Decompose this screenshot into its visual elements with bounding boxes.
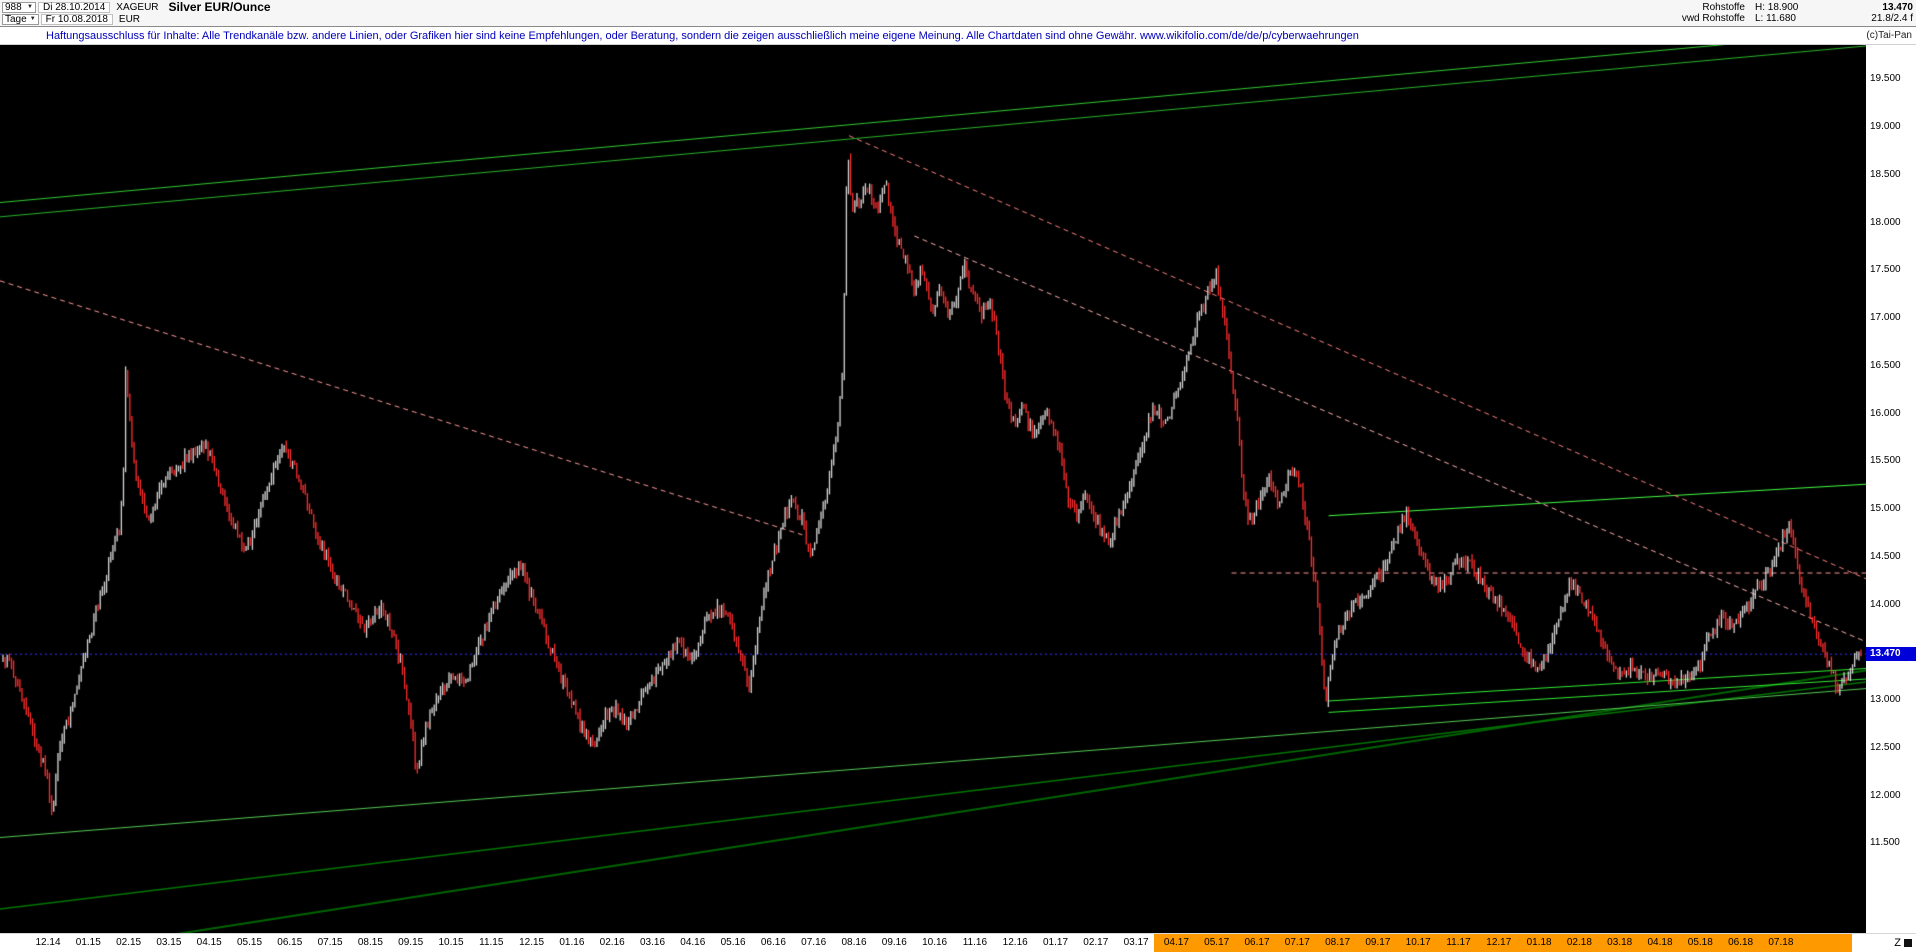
chevron-down-icon: ▼ xyxy=(29,16,36,22)
y-tick-label: 19.000 xyxy=(1870,121,1901,133)
period-high-label: H: 18.900 xyxy=(1755,2,1799,13)
x-axis-row: 12.14 01.15 02.15 03.15 04.15 05.15 06.15 07.15… xyxy=(0,933,1916,952)
bars-count-value: 988 xyxy=(5,1,22,13)
y-tick-label: 15.500 xyxy=(1870,455,1901,467)
x-tick-label: 06.15 xyxy=(277,937,303,948)
y-tick-label: 18.500 xyxy=(1870,168,1901,180)
period-value: Tage xyxy=(5,13,27,25)
x-tick-label: 10.16 xyxy=(922,937,948,948)
x-tick-label: 01.18 xyxy=(1526,937,1552,948)
x-tick-label: 04.17 xyxy=(1163,937,1189,948)
x-tick-label: 04.16 xyxy=(680,937,706,948)
x-tick-label: 11.17 xyxy=(1446,937,1471,948)
disclaimer-text: Haftungsausschluss für Inhalte: Alle Tre… xyxy=(46,29,1359,42)
symbol-label: XAGEUR xyxy=(116,1,159,13)
period-select[interactable]: Tage ▼ xyxy=(2,13,39,25)
y-tick-label: 12.000 xyxy=(1870,789,1901,801)
x-tick-label: 02.18 xyxy=(1566,937,1592,948)
x-tick-label: 03.17 xyxy=(1123,937,1149,948)
feed-info-label: 21.8/2.4 f xyxy=(1871,13,1913,24)
x-tick-label: 11.15 xyxy=(479,937,504,948)
y-tick-label: 14.500 xyxy=(1870,550,1901,562)
disclaimer-row: Haftungsausschluss für Inhalte: Alle Tre… xyxy=(0,27,1916,45)
x-tick-label: 03.18 xyxy=(1607,937,1633,948)
x-tick-label: 09.16 xyxy=(881,937,907,948)
copyright-label: (c)Tai-Pan xyxy=(1866,30,1912,41)
x-tick-label: 02.16 xyxy=(599,937,625,948)
price-chart-canvas[interactable] xyxy=(0,45,1866,933)
x-tick-label: 05.15 xyxy=(236,937,263,948)
y-tick-label: 11.500 xyxy=(1870,837,1900,849)
x-tick-label: 08.16 xyxy=(841,937,867,948)
x-tick-label: 04.18 xyxy=(1647,937,1673,948)
y-axis: 19.500 19.000 18.500 18.000 17.500 17.000 16.5… xyxy=(1866,45,1916,933)
last-price-tag: 13.470 xyxy=(1866,647,1916,662)
x-tick-label: 01.15 xyxy=(75,937,101,948)
x-tick-label: 08.17 xyxy=(1325,937,1351,948)
start-date-field[interactable]: Di 28.10.2014 xyxy=(38,1,111,13)
bars-count-select[interactable]: 988 ▼ xyxy=(2,1,36,13)
x-tick-label: 12.16 xyxy=(1002,937,1028,948)
chart-plot-area xyxy=(0,45,1866,933)
x-tick-label: 08.15 xyxy=(357,937,383,948)
x-tick-label: 07.15 xyxy=(317,937,343,948)
x-tick-label: 11.16 xyxy=(962,937,988,948)
x-tick-label: 01.16 xyxy=(559,937,585,948)
corner-square-icon xyxy=(1904,939,1912,947)
x-tick-label: 09.17 xyxy=(1365,937,1391,948)
x-tick-label: 03.15 xyxy=(156,937,182,948)
y-tick-label: 17.000 xyxy=(1870,312,1901,324)
period-low-label: L: 11.680 xyxy=(1755,13,1796,24)
titlebar-left: 988 ▼ Di 28.10.2014 XAGEUR Silver EUR/Ou… xyxy=(0,0,271,26)
x-tick-label: 02.15 xyxy=(116,937,142,948)
y-tick-label: 15.000 xyxy=(1870,503,1901,515)
x-tick-label: 09.15 xyxy=(398,937,424,948)
y-tick-label: 17.500 xyxy=(1870,264,1901,276)
y-tick-label: 18.000 xyxy=(1870,216,1901,228)
x-tick-label: 07.18 xyxy=(1768,937,1794,948)
y-tick-label: 19.500 xyxy=(1870,73,1901,85)
x-tick-label: 07.16 xyxy=(801,937,827,948)
titlebar: 988 ▼ Di 28.10.2014 XAGEUR Silver EUR/Ou… xyxy=(0,0,1916,27)
last-price-header: 13.470 xyxy=(1882,2,1913,13)
titlebar-right: Rohstoffe H: 18.900 13.470 vwd Rohstoffe… xyxy=(1655,0,1916,26)
x-tick-label: 10.17 xyxy=(1405,937,1431,948)
x-tick-label: 01.17 xyxy=(1042,937,1069,948)
x-tick-label: 04.15 xyxy=(196,937,222,948)
x-tick-label: 10.15 xyxy=(438,937,464,948)
x-tick-label: 12.15 xyxy=(519,937,545,948)
x-tick-label: 06.18 xyxy=(1728,937,1754,948)
chart-title: Silver EUR/Ounce xyxy=(168,0,271,14)
x-tick-label: 05.18 xyxy=(1687,937,1713,948)
x-tick-label: 02.17 xyxy=(1083,937,1109,948)
x-tick-label: 06.16 xyxy=(760,937,786,948)
chevron-down-icon: ▼ xyxy=(27,4,33,10)
x-axis: 12.14 01.15 02.15 03.15 04.15 05.15 06.15 07.15… xyxy=(0,934,1866,952)
y-tick-label: 14.000 xyxy=(1870,598,1901,610)
y-tick-label: 12.500 xyxy=(1870,741,1901,753)
x-tick-label: 03.16 xyxy=(639,937,666,948)
x-tick-label: 12.14 xyxy=(35,937,61,948)
x-tick-label: 07.17 xyxy=(1284,937,1310,948)
currency-label: EUR xyxy=(118,13,141,25)
y-tick-label: 13.000 xyxy=(1870,694,1901,706)
chart-main: 19.500 19.000 18.500 18.000 17.500 17.000 16.5… xyxy=(0,45,1916,933)
end-date-field[interactable]: Fr 10.08.2018 xyxy=(40,13,113,25)
x-tick-label: 12.17 xyxy=(1486,937,1512,948)
x-tick-label: 05.16 xyxy=(720,937,746,948)
category-label: Rohstoffe xyxy=(1702,2,1745,13)
x-tick-label: 06.17 xyxy=(1244,937,1270,948)
y-tick-label: 16.500 xyxy=(1870,359,1901,371)
corner-z-button[interactable]: Z xyxy=(1894,937,1901,949)
x-tick-label: 05.17 xyxy=(1204,937,1230,948)
feed-label: vwd Rohstoffe xyxy=(1681,13,1745,24)
y-tick-label: 16.000 xyxy=(1870,407,1901,419)
x-axis-highlight-band xyxy=(1154,934,1852,952)
axis-corner: Z xyxy=(1866,934,1916,952)
